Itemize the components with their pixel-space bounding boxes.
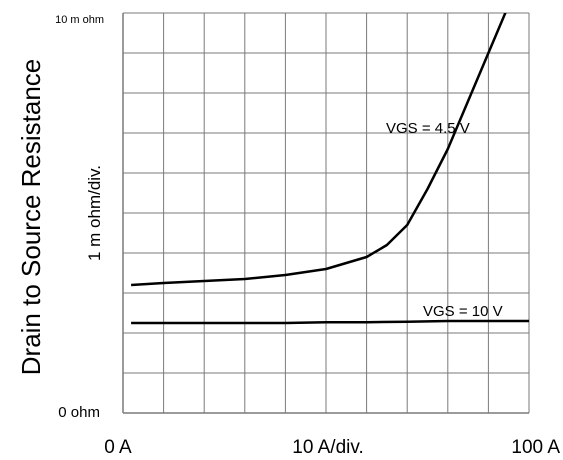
annotation-vgs-4-5: VGS = 4.5 V: [386, 120, 470, 137]
y-tick-label: 0 ohm: [58, 404, 100, 421]
grid: [122, 12, 530, 414]
series-line-0: [131, 13, 507, 287]
x-scale-label: 10 A/div.: [292, 437, 363, 458]
y-axis-title: Drain to Source Resistance: [16, 59, 46, 375]
x-tick-label: 0 A: [104, 437, 132, 458]
series-line-1: [131, 319, 529, 325]
tick-labels: 0 ohm 10 m ohm 0 A 100 A: [55, 14, 560, 458]
series-group: [131, 13, 529, 325]
annotation-vgs-10: VGS = 10 V: [423, 303, 503, 320]
y-scale-label: 1 m ohm/div.: [85, 165, 104, 261]
y-tick-label: 10 m ohm: [55, 14, 104, 26]
x-tick-label: 100 A: [511, 437, 560, 458]
